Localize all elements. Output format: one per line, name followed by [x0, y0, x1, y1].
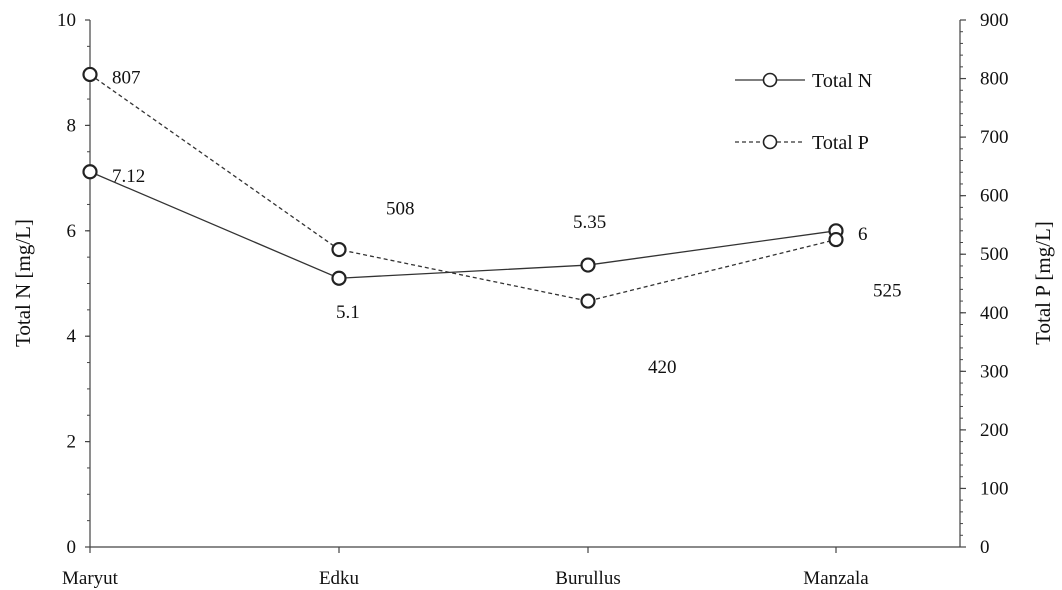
right-tick-label: 100 [980, 478, 1009, 499]
data-point-total-p [580, 293, 596, 309]
right-tick-label: 900 [980, 10, 1009, 31]
data-label: 508 [386, 199, 415, 220]
data-label: 7.12 [112, 166, 145, 187]
data-label: 5.35 [573, 212, 606, 233]
data-point-total-n [331, 270, 347, 286]
series-line-total-n [89, 171, 837, 279]
data-point-total-p [828, 231, 844, 248]
right-tick-label: 200 [980, 420, 1009, 441]
data-labels: 7.12 5.1 5.35 6 807 508 420 525 [112, 67, 902, 378]
left-tick-label: 8 [67, 115, 77, 136]
data-label: 420 [648, 357, 677, 378]
left-tick-label: 2 [67, 432, 77, 453]
right-tick-label: 700 [980, 127, 1009, 148]
data-point-total-p [82, 66, 98, 83]
legend-marker-total-n [762, 72, 778, 88]
data-label: 807 [112, 67, 141, 88]
left-tick-label: 10 [57, 10, 76, 31]
legend-label: Total P [812, 132, 869, 154]
x-tick-label: Maryut [62, 568, 119, 589]
data-label: 525 [873, 281, 902, 302]
series-layer [82, 66, 844, 309]
left-tick-label: 0 [67, 537, 77, 558]
series-line-total-p [89, 73, 837, 302]
left-axis-title: Total N [mg/L] [11, 219, 35, 347]
data-label: 6 [858, 224, 868, 245]
left-tick-label: 6 [67, 221, 77, 242]
right-tick-label: 800 [980, 69, 1009, 90]
data-label: 5.1 [336, 302, 360, 323]
legend-marker-total-p [762, 134, 778, 150]
right-tick-label: 300 [980, 361, 1009, 382]
x-tick-label: Manzala [803, 568, 869, 589]
data-point-total-n [82, 164, 98, 180]
data-point-total-p [331, 241, 347, 258]
x-tick-label: Edku [319, 568, 360, 589]
axes: 02468100100200300400500600700800900Maryu… [11, 10, 1055, 589]
right-tick-label: 500 [980, 244, 1009, 265]
legend: Total N Total P [735, 70, 872, 154]
right-tick-label: 400 [980, 303, 1009, 324]
left-tick-label: 4 [67, 326, 77, 347]
right-axis-title: Total P [mg/L] [1031, 221, 1055, 345]
right-tick-label: 0 [980, 537, 990, 558]
legend-label: Total N [812, 70, 872, 92]
right-tick-label: 600 [980, 186, 1009, 207]
x-tick-label: Burullus [555, 568, 620, 589]
data-point-total-n [580, 257, 596, 273]
